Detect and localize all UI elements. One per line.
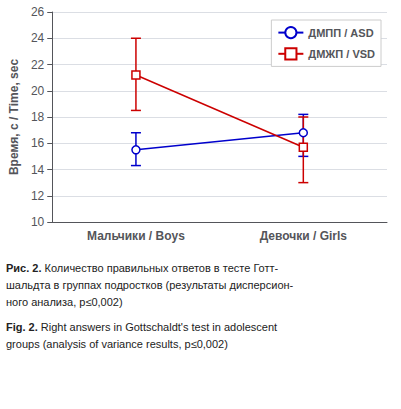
svg-text:Время, с / Time, sec: Время, с / Time, sec: [7, 59, 21, 176]
svg-text:шальдта в группах подростков (: шальдта в группах подростков (результаты…: [6, 279, 294, 291]
svg-text:24: 24: [31, 31, 45, 45]
svg-text:26: 26: [31, 5, 45, 19]
svg-text:20: 20: [31, 84, 45, 98]
svg-text:ДМПП / ASD: ДМПП / ASD: [308, 27, 373, 39]
svg-text:14: 14: [31, 163, 45, 177]
svg-text:Right answers in Gottschaldt's: Right answers in Gottschaldt's test in a…: [41, 321, 277, 333]
svg-text:ДМЖП / VSD: ДМЖП / VSD: [308, 48, 375, 60]
svg-text:ного анализа, p≤0,002): ного анализа, p≤0,002): [6, 296, 123, 308]
svg-text:Мальчики / Boys: Мальчики / Boys: [87, 229, 185, 243]
svg-text:10: 10: [31, 215, 45, 229]
svg-text:Fig. 2.: Fig. 2.: [6, 321, 38, 333]
svg-text:22: 22: [31, 58, 45, 72]
svg-text:Рис. 2.: Рис. 2.: [6, 262, 42, 274]
svg-text:16: 16: [31, 136, 45, 150]
svg-text:groups (analysis of variance r: groups (analysis of variance results, p≤…: [6, 338, 228, 350]
svg-text:12: 12: [31, 189, 45, 203]
svg-text:Количество правильных ответов: Количество правильных ответов в тесте Го…: [45, 262, 279, 274]
svg-text:18: 18: [31, 110, 45, 124]
svg-text:Девочки / Girls: Девочки / Girls: [260, 229, 348, 243]
